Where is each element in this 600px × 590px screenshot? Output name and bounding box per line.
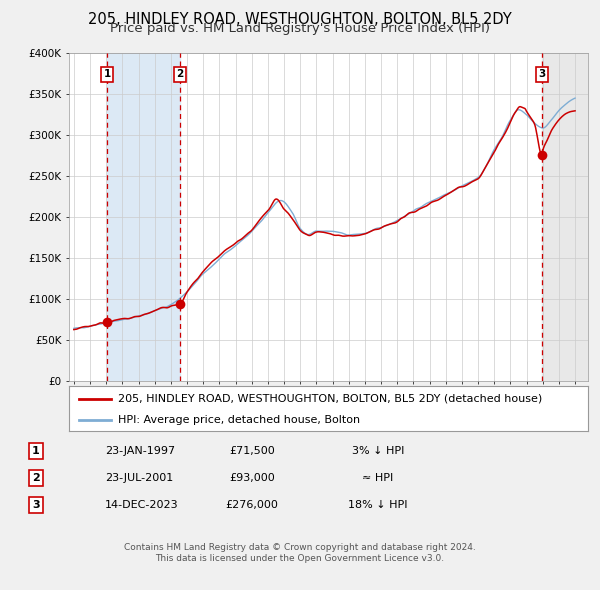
Text: 2: 2 [32, 473, 40, 483]
Text: 3% ↓ HPI: 3% ↓ HPI [352, 446, 404, 455]
Bar [542, 53, 600, 381]
Bar [107, 53, 180, 381]
Text: 18% ↓ HPI: 18% ↓ HPI [348, 500, 408, 510]
Text: £71,500: £71,500 [229, 446, 275, 455]
Text: 205, HINDLEY ROAD, WESTHOUGHTON, BOLTON, BL5 2DY (detached house): 205, HINDLEY ROAD, WESTHOUGHTON, BOLTON,… [118, 394, 542, 404]
Text: Contains HM Land Registry data © Crown copyright and database right 2024.: Contains HM Land Registry data © Crown c… [124, 543, 476, 552]
Text: This data is licensed under the Open Government Licence v3.0.: This data is licensed under the Open Gov… [155, 554, 445, 563]
Text: 3: 3 [32, 500, 40, 510]
Text: 1: 1 [104, 70, 111, 80]
Text: ≈ HPI: ≈ HPI [362, 473, 394, 483]
Text: 14-DEC-2023: 14-DEC-2023 [105, 500, 179, 510]
Text: Price paid vs. HM Land Registry's House Price Index (HPI): Price paid vs. HM Land Registry's House … [110, 22, 490, 35]
Text: 2: 2 [176, 70, 184, 80]
Text: 1: 1 [32, 446, 40, 455]
Text: £276,000: £276,000 [226, 500, 278, 510]
Text: 205, HINDLEY ROAD, WESTHOUGHTON, BOLTON, BL5 2DY: 205, HINDLEY ROAD, WESTHOUGHTON, BOLTON,… [88, 12, 512, 27]
Text: 23-JUL-2001: 23-JUL-2001 [105, 473, 173, 483]
Text: £93,000: £93,000 [229, 473, 275, 483]
Text: HPI: Average price, detached house, Bolton: HPI: Average price, detached house, Bolt… [118, 415, 361, 425]
Text: 3: 3 [538, 70, 546, 80]
Text: 23-JAN-1997: 23-JAN-1997 [105, 446, 175, 455]
